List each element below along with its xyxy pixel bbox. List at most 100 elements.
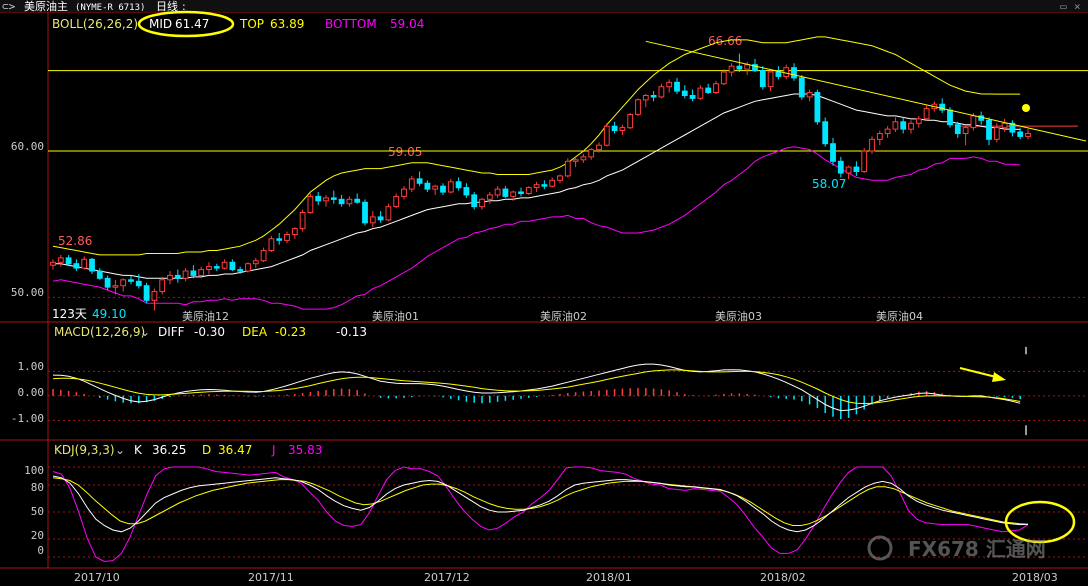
candle-body (65, 257, 72, 265)
kdj-plot (52, 466, 1029, 563)
candle-body (268, 238, 275, 252)
candle-body (237, 269, 244, 272)
candle-body (720, 71, 727, 85)
watermark-text: FX678 汇通网 (908, 537, 1046, 561)
candle-body (611, 125, 618, 132)
kdj-k-line (52, 475, 1029, 533)
candle-body (900, 121, 907, 130)
contract-marker: 美原油03 (715, 309, 762, 323)
close-icon[interactable]: × (1074, 0, 1081, 13)
contract-marker: 美原油02 (540, 309, 587, 323)
candle-body (104, 277, 111, 288)
candle-body (96, 270, 103, 279)
boll-label: BOLL(26,26,2) (52, 17, 138, 31)
boll-top-value: 63.89 (270, 17, 304, 31)
candle-body (876, 133, 883, 140)
candle-body (837, 160, 844, 174)
candle-body (908, 122, 914, 130)
candle-body (338, 198, 345, 205)
boll-legend: BOLL(26,26,2) MID 61.47 TOP 63.89 BOTTOM… (52, 10, 424, 38)
candle-body (635, 99, 641, 115)
candle-body (619, 127, 626, 131)
boll-mid-value: 61.47 (175, 17, 209, 31)
candle-body (510, 191, 517, 197)
candle-body (533, 184, 540, 189)
kdj-axis-label: 50 (31, 505, 44, 518)
price-axis-label: 60.00 (11, 140, 44, 153)
candle-body (1025, 133, 1031, 137)
candle-body (767, 71, 774, 88)
annotation-local-low: 58.07 (812, 177, 846, 191)
kdj-d-label: D (202, 443, 211, 457)
candle-body (674, 81, 680, 92)
candle-body (884, 128, 891, 135)
candle-body (580, 156, 587, 161)
candle-body (775, 71, 782, 77)
candle-body (424, 182, 431, 190)
candle-body (369, 216, 376, 224)
kdj-dropdown-icon[interactable]: ⌄ (115, 443, 125, 457)
date-label: 2018/02 (760, 571, 806, 584)
candle-body (198, 269, 205, 277)
candle-body (954, 124, 961, 134)
back-icon[interactable]: ⊂> (2, 0, 16, 13)
candle-body (822, 121, 829, 145)
candle-body (518, 191, 524, 194)
price-axis: 60.00 50.00 (11, 140, 44, 299)
kdj-j-value: 35.83 (288, 443, 322, 457)
candle-body (479, 198, 485, 208)
grid-lines (48, 150, 1088, 558)
candle-body (151, 291, 158, 301)
kdj-j-label: J (271, 443, 276, 457)
macd-plot (52, 346, 1027, 436)
candle-body (650, 95, 657, 98)
candle-body (73, 263, 80, 269)
candle-body (190, 270, 197, 276)
candle-body (50, 261, 56, 266)
candle-body (128, 279, 134, 282)
candle-body (962, 127, 969, 134)
boll-mid-line (53, 93, 1021, 279)
candle-body (393, 195, 400, 208)
candle-body (697, 87, 704, 99)
candlesticks (50, 53, 1031, 311)
annotation-low: 49.10 (92, 307, 126, 321)
candle-body (689, 95, 696, 99)
annotation-start-high: 52.86 (58, 234, 92, 248)
candle-body (143, 285, 150, 301)
candle-body (440, 185, 446, 193)
kdj-axis-label: 20 (31, 529, 44, 542)
macd-axis: 1.00 0.00 -1.00 (11, 360, 44, 425)
candle-body (291, 228, 298, 236)
candle-body (494, 188, 501, 196)
candle-body (541, 184, 548, 187)
candle-body (596, 144, 602, 151)
date-label: 2018/01 (586, 571, 632, 584)
candle-body (245, 263, 251, 272)
boll-top-label: TOP (239, 17, 264, 31)
candle-body (81, 258, 88, 269)
candle-body (432, 185, 439, 190)
candle-body (463, 187, 470, 196)
header-bar: ⊂> 美原油主 (NYME-R 6713) 日线 : ▭ × (0, 0, 1088, 13)
candle-body (167, 274, 173, 281)
macd-dropdown-icon[interactable]: ⌄ (140, 325, 150, 339)
macd-diff-line (52, 363, 1021, 412)
candle-body (549, 179, 556, 187)
candle-body (307, 195, 314, 213)
period-label[interactable]: 日线 (156, 0, 178, 13)
contract-marker: 美原油04 (876, 309, 923, 323)
minimize-icon[interactable]: ▭ (1060, 0, 1067, 13)
boll-bottom-value: 59.04 (390, 17, 424, 31)
candle-body (915, 118, 922, 124)
watermark-logo-icon (867, 535, 893, 561)
candle-body (276, 238, 283, 241)
candle-body (993, 127, 1000, 140)
candle-body (330, 197, 337, 200)
candle-body (315, 195, 322, 202)
candle-body (658, 86, 665, 98)
candle-body (206, 266, 212, 271)
candle-body (603, 125, 610, 146)
